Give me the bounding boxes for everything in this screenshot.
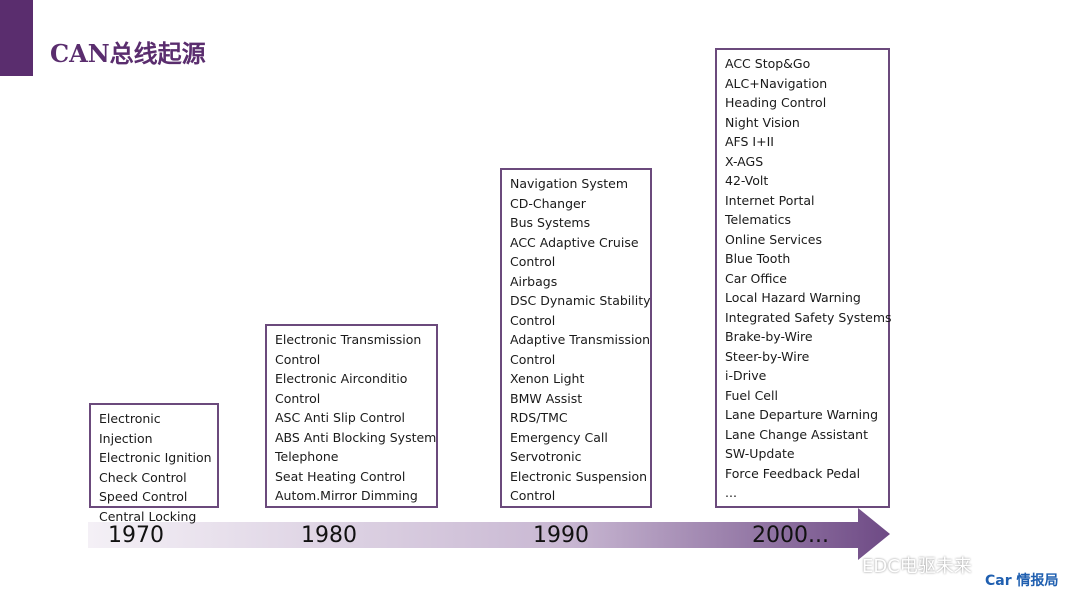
feature-item: Autom.Mirror Dimming — [275, 488, 418, 503]
feature-item: Night Vision — [725, 114, 800, 130]
feature-item: Electronic — [99, 411, 161, 426]
feature-item: Electronic Ignition — [99, 450, 212, 465]
feature-item: Control — [275, 351, 321, 367]
feature-item: Seat Heating Control — [275, 468, 406, 484]
watermark-logo: Car 情报局 — [985, 573, 1059, 589]
feature-item: Servotronic — [510, 449, 582, 464]
feature-item: ... — [725, 485, 737, 500]
feature-item: Check Control — [99, 469, 187, 485]
feature-item: Steer-by-Wire — [725, 348, 810, 364]
feature-item: Injection — [99, 430, 153, 446]
feature-item: CD-Changer — [510, 195, 586, 211]
year-label: 1980 — [301, 523, 357, 548]
feature-item: Control — [510, 351, 556, 367]
side-bar — [0, 0, 33, 76]
feature-item: ACC Stop&Go — [725, 56, 811, 71]
feature-item: Online Services — [725, 231, 823, 247]
feature-item: Navigation System — [510, 176, 629, 191]
feature-item: Lane Change Assistant — [725, 426, 868, 442]
year-label: 1990 — [533, 523, 589, 548]
feature-item: Telephone — [275, 449, 339, 464]
feature-item: Heading Control — [725, 95, 827, 110]
feature-item: Fuel Cell — [725, 387, 778, 403]
feature-item: ABS Anti Blocking System — [275, 429, 437, 445]
feature-item: ACC Adaptive Cruise — [510, 234, 639, 250]
feature-item: BMW Assist — [510, 390, 583, 406]
feature-box: Electronic Transmission Control Electronic… — [265, 324, 438, 508]
feature-item: Airbags — [510, 273, 558, 289]
feature-item: Control — [510, 254, 556, 269]
feature-item: Lane Departure Warning — [725, 407, 879, 422]
year-label: 2000... — [752, 523, 829, 548]
arrow — [88, 508, 890, 560]
feature-item: Electronic Airconditio — [275, 371, 408, 386]
year-label: 1970 — [108, 523, 164, 548]
feature-item: Telematics — [725, 212, 791, 227]
feature-item: Car Office — [725, 270, 787, 286]
feature-item: SW-Update — [725, 446, 795, 461]
feature-item: Internet Portal — [725, 192, 815, 208]
slide-title: CAN总线起源 — [50, 39, 206, 68]
feature-item: Control — [510, 312, 556, 328]
feature-item: Xenon Light — [510, 371, 585, 386]
feature-item: Bus Systems — [510, 215, 591, 230]
feature-item: Control — [510, 488, 556, 503]
feature-box: Electronic Injection Electronic Ignition Ch… — [89, 403, 219, 524]
feature-item: Force Feedback Pedal — [725, 465, 861, 481]
feature-item: RDS/TMC — [510, 410, 568, 425]
feature-item: 42-Volt — [725, 173, 769, 188]
feature-item: ASC Anti Slip Control — [275, 410, 405, 425]
feature-box: ACC Stop&Go ALC+Navigation Heading Control… — [715, 48, 892, 508]
feature-item: Speed Control — [99, 489, 188, 504]
feature-box: Navigation System CD-Changer Bus Systems AC… — [500, 168, 652, 508]
feature-item: Electronic Transmission — [275, 332, 422, 347]
feature-item: Integrated Safety Systems — [725, 309, 892, 325]
feature-item: Central Locking — [99, 508, 197, 524]
feature-item: ALC+Navigation — [725, 75, 828, 91]
feature-item: X-AGS — [725, 153, 764, 169]
feature-item: DSC Dynamic Stability — [510, 293, 651, 308]
feature-item: Blue Tooth — [725, 251, 791, 266]
feature-item: Control — [275, 390, 321, 406]
feature-item: Electronic Suspension — [510, 468, 648, 484]
feature-item: i-Drive — [725, 368, 767, 383]
feature-item: Emergency Call — [510, 429, 608, 445]
feature-item: Adaptive Transmission — [510, 332, 651, 347]
feature-item: AFS I+II — [725, 134, 774, 149]
feature-item: Local Hazard Warning — [725, 290, 861, 305]
feature-item: Brake-by-Wire — [725, 329, 813, 344]
watermark-account: EDC电驱未来 — [862, 556, 972, 577]
